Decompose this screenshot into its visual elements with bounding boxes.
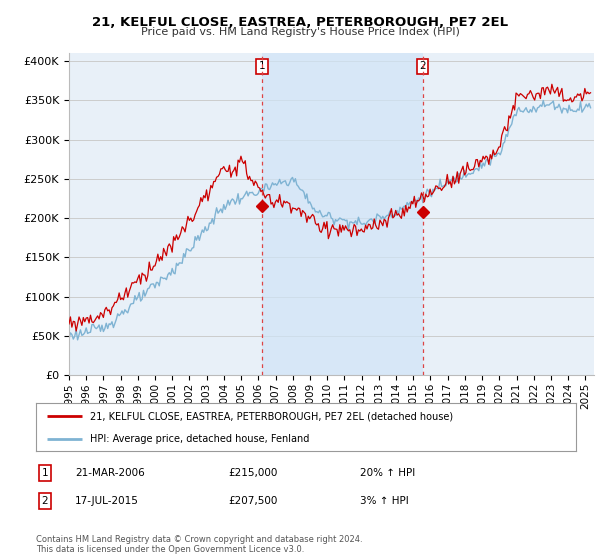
Text: 3% ↑ HPI: 3% ↑ HPI bbox=[360, 496, 409, 506]
Text: £207,500: £207,500 bbox=[228, 496, 277, 506]
Text: 2: 2 bbox=[41, 496, 49, 506]
Text: 21, KELFUL CLOSE, EASTREA, PETERBOROUGH, PE7 2EL (detached house): 21, KELFUL CLOSE, EASTREA, PETERBOROUGH,… bbox=[90, 411, 453, 421]
Text: Price paid vs. HM Land Registry's House Price Index (HPI): Price paid vs. HM Land Registry's House … bbox=[140, 27, 460, 37]
Text: 17-JUL-2015: 17-JUL-2015 bbox=[75, 496, 139, 506]
Text: 21-MAR-2006: 21-MAR-2006 bbox=[75, 468, 145, 478]
Text: HPI: Average price, detached house, Fenland: HPI: Average price, detached house, Fenl… bbox=[90, 434, 310, 444]
Text: 1: 1 bbox=[41, 468, 49, 478]
Text: 2: 2 bbox=[419, 61, 426, 71]
Text: 1: 1 bbox=[259, 61, 265, 71]
Text: 20% ↑ HPI: 20% ↑ HPI bbox=[360, 468, 415, 478]
Text: Contains HM Land Registry data © Crown copyright and database right 2024.
This d: Contains HM Land Registry data © Crown c… bbox=[36, 535, 362, 554]
Text: £215,000: £215,000 bbox=[228, 468, 277, 478]
Text: 21, KELFUL CLOSE, EASTREA, PETERBOROUGH, PE7 2EL: 21, KELFUL CLOSE, EASTREA, PETERBOROUGH,… bbox=[92, 16, 508, 29]
Bar bbox=[262, 53, 422, 375]
